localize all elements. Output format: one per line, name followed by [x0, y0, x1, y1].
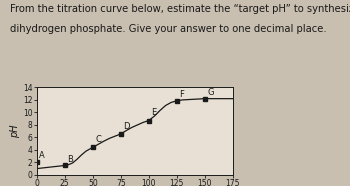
Y-axis label: pH: pH — [10, 124, 20, 138]
Text: D: D — [124, 122, 130, 131]
Text: G: G — [208, 88, 214, 97]
Text: F: F — [180, 90, 184, 99]
Text: From the titration curve below, estimate the “target pH” to synthesize potassium: From the titration curve below, estimate… — [10, 4, 350, 14]
Text: dihydrogen phosphate. Give your answer to one decimal place.: dihydrogen phosphate. Give your answer t… — [10, 24, 327, 34]
Text: E: E — [152, 108, 157, 117]
Text: B: B — [67, 155, 73, 164]
Text: C: C — [96, 135, 102, 144]
Text: A: A — [39, 151, 45, 161]
